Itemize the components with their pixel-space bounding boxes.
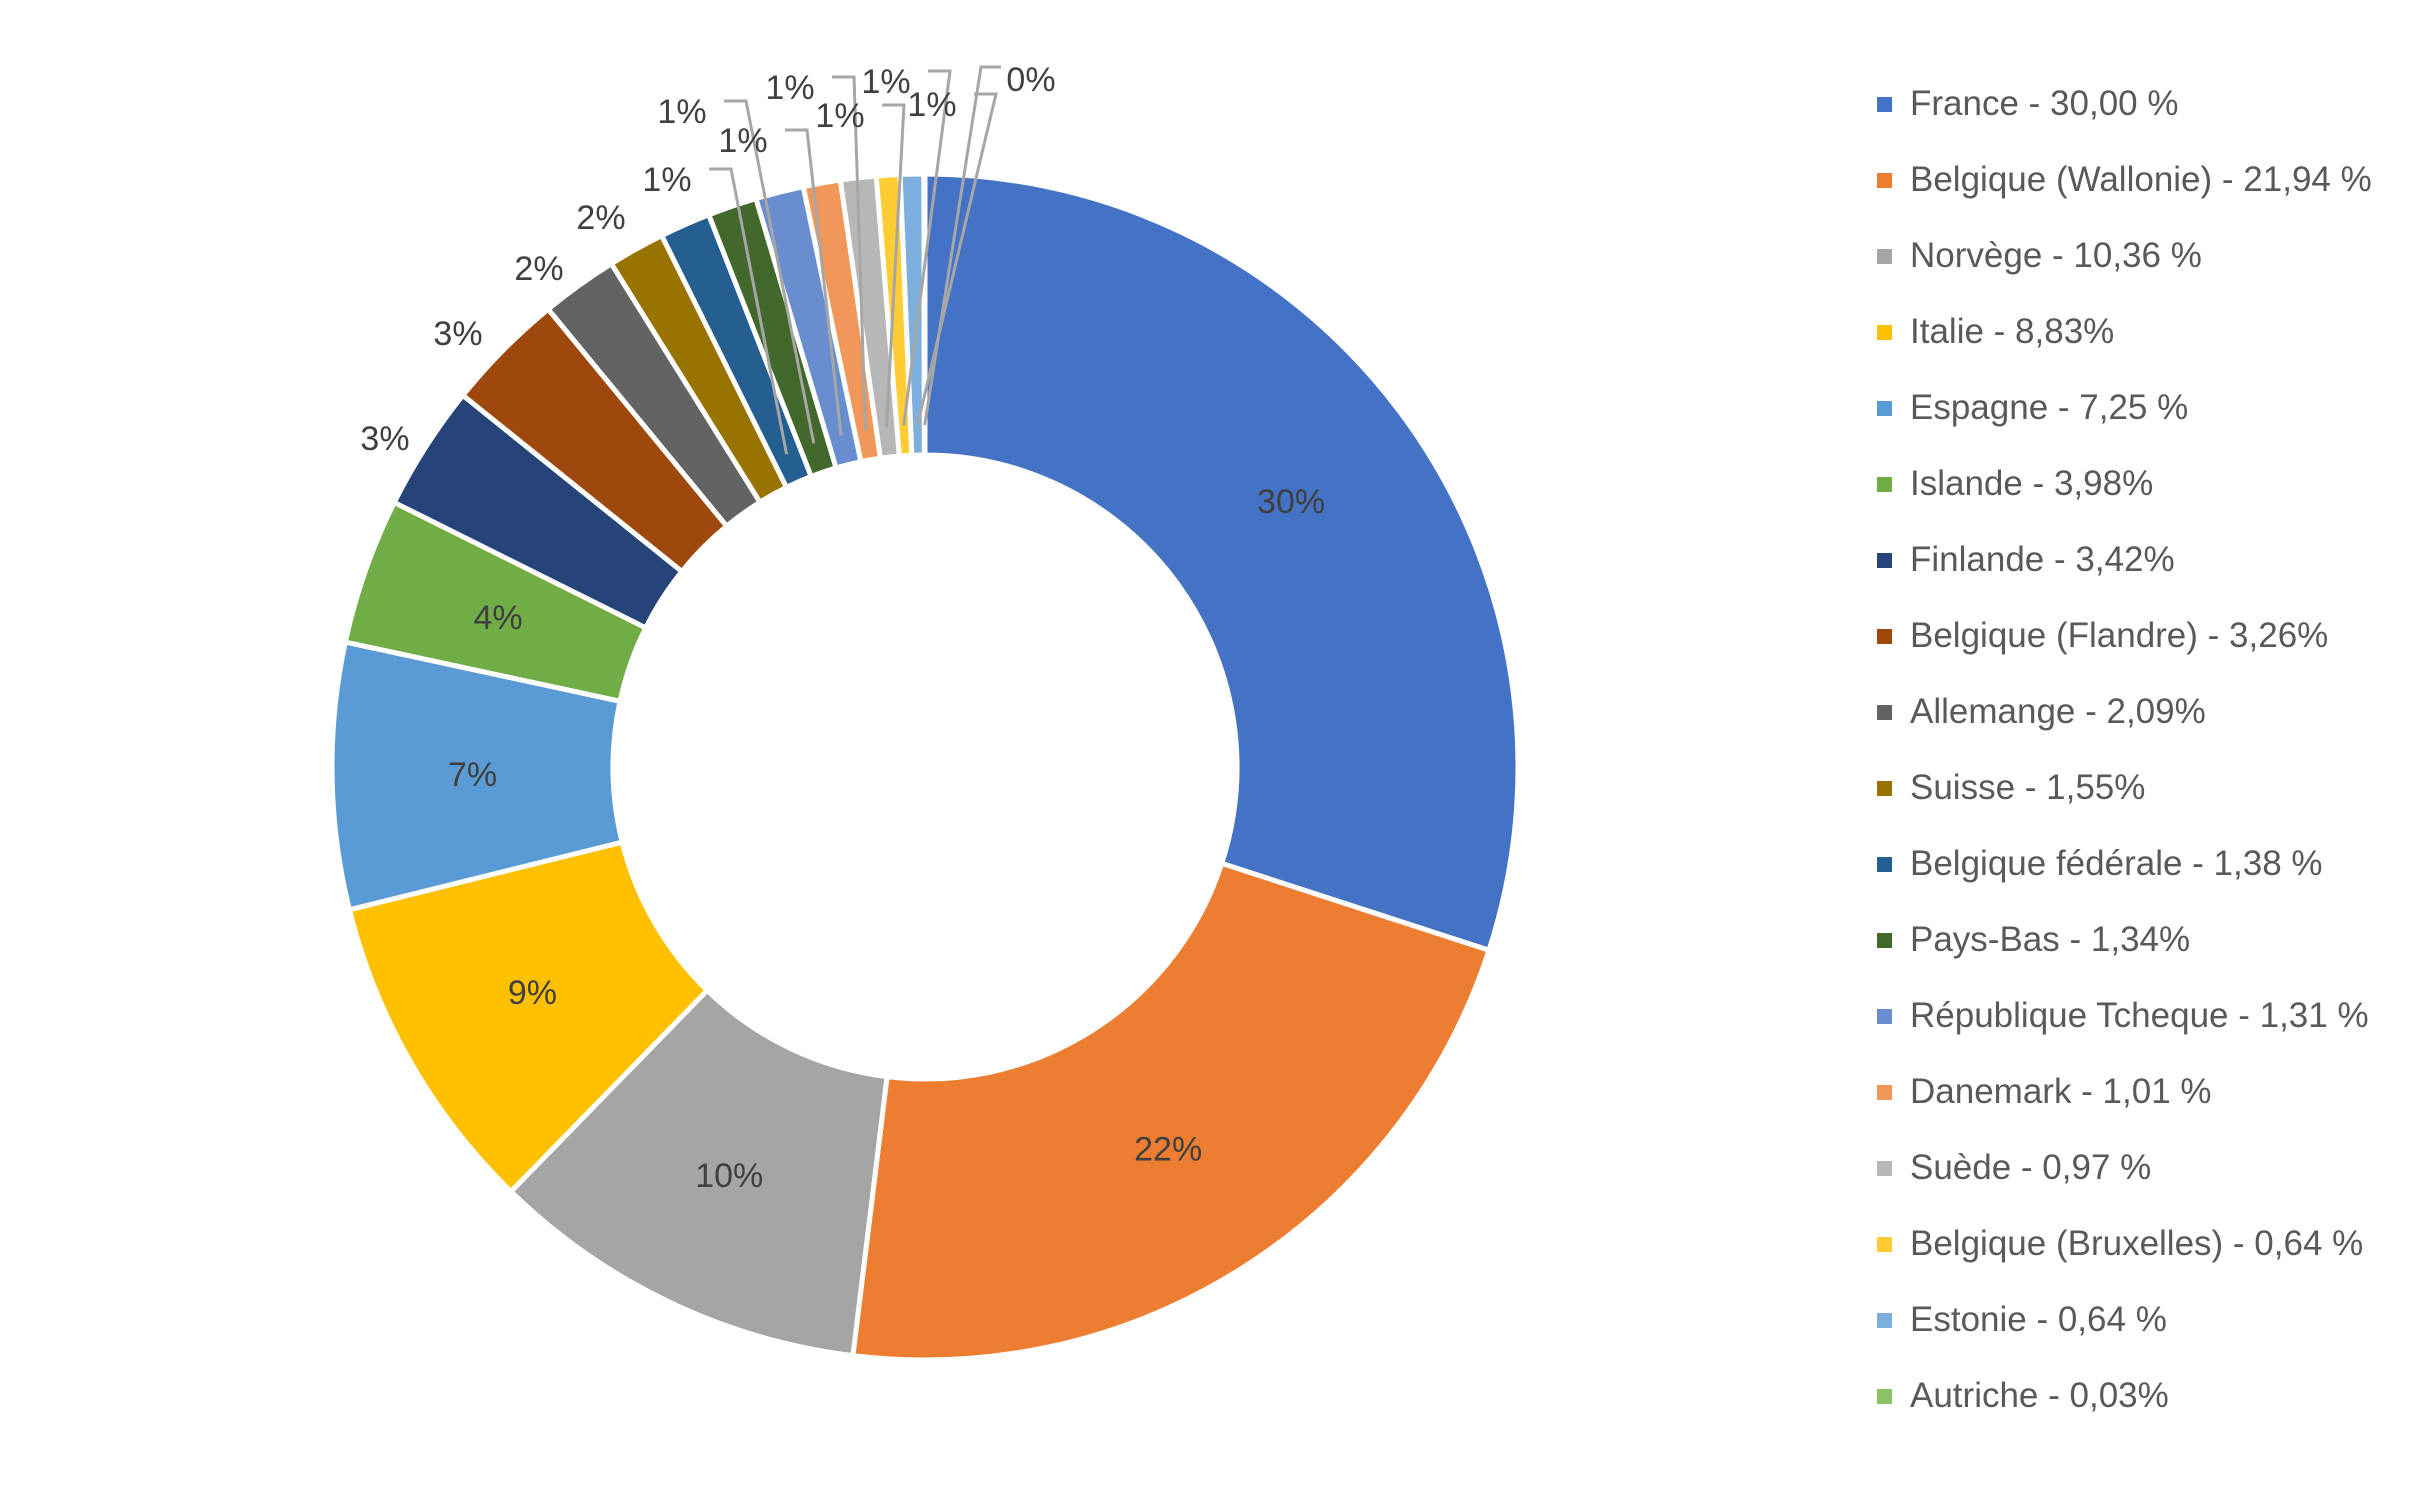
legend-swatch xyxy=(1877,1008,1892,1024)
legend-item: Allemange - 2,09% xyxy=(1877,674,2372,750)
legend-swatch xyxy=(1877,704,1892,720)
data-label: 1% xyxy=(657,93,706,131)
legend-swatch xyxy=(1877,96,1892,112)
leader-line xyxy=(882,103,906,428)
legend-item: Suède - 0,97 % xyxy=(1877,1130,2372,1206)
legend-item: Italie - 8,83% xyxy=(1877,294,2372,370)
legend-label: Belgique (Bruxelles) - 0,64 % xyxy=(1910,1224,2364,1263)
leader-line xyxy=(832,75,867,431)
slice-italie xyxy=(346,839,711,1196)
data-label: 1% xyxy=(815,97,864,135)
legend-swatch xyxy=(1877,628,1892,644)
legend-label: Finlande - 3,42% xyxy=(1910,540,2175,579)
legend-swatch xyxy=(1877,552,1892,568)
legend-label: Espagne - 7,25 % xyxy=(1910,388,2189,427)
legend-swatch xyxy=(1877,1388,1892,1404)
legend-item: Danemark - 1,01 % xyxy=(1877,1054,2372,1130)
legend-swatch xyxy=(1877,932,1892,948)
legend-item: Belgique (Wallonie) - 21,94 % xyxy=(1877,142,2372,218)
legend-item: Autriche - 0,03% xyxy=(1877,1358,2372,1434)
legend-item: Belgique (Flandre) - 3,26% xyxy=(1877,598,2372,674)
legend-label: Autriche - 0,03% xyxy=(1910,1376,2169,1415)
data-label: 10% xyxy=(695,1157,763,1195)
leader-line xyxy=(923,65,1001,426)
legend-label: Estonie - 0,64 % xyxy=(1910,1300,2167,1339)
data-label: 1% xyxy=(765,69,814,107)
data-label: 4% xyxy=(473,599,522,637)
legend-label: Norvège - 10,36 % xyxy=(1910,236,2202,275)
legend-label: Suisse - 1,55% xyxy=(1910,768,2146,807)
legend-label: Belgique (Flandre) - 3,26% xyxy=(1910,616,2329,655)
legend-item: Pays-Bas - 1,34% xyxy=(1877,902,2372,978)
legend-item: Belgique (Bruxelles) - 0,64 % xyxy=(1877,1206,2372,1282)
slice-autriche xyxy=(921,171,928,458)
legend-swatch xyxy=(1877,476,1892,492)
legend-swatch xyxy=(1877,1312,1892,1328)
legend-item: Belgique fédérale - 1,38 % xyxy=(1877,826,2372,902)
legend-label: Suède - 0,97 % xyxy=(1910,1148,2152,1187)
data-label: 0% xyxy=(1006,61,1055,99)
legend-item: Norvège - 10,36 % xyxy=(1877,218,2372,294)
legend-label: Danemark - 1,01 % xyxy=(1910,1072,2212,1111)
legend-swatch xyxy=(1877,1236,1892,1252)
legend-item: Estonie - 0,64 % xyxy=(1877,1282,2372,1358)
legend-item: Suisse - 1,55% xyxy=(1877,750,2372,826)
data-label: 9% xyxy=(508,974,557,1012)
legend-swatch xyxy=(1877,780,1892,796)
legend-label: République Tcheque - 1,31 % xyxy=(1910,996,2369,1035)
legend-label: Belgique (Wallonie) - 21,94 % xyxy=(1910,160,2372,199)
data-label: 3% xyxy=(360,420,409,458)
leader-line xyxy=(785,128,843,436)
legend-swatch xyxy=(1877,172,1892,188)
leader-line xyxy=(724,99,816,444)
data-label: 2% xyxy=(514,250,563,288)
legend-item: France - 30,00 % xyxy=(1877,66,2372,142)
data-label: 1% xyxy=(861,63,910,101)
legend-swatch xyxy=(1877,856,1892,872)
leader-line xyxy=(916,92,998,426)
data-label: 22% xyxy=(1134,1131,1202,1169)
slice-france xyxy=(922,171,1521,954)
data-label: 2% xyxy=(576,199,625,237)
legend-swatch xyxy=(1877,1160,1892,1176)
legend-swatch xyxy=(1877,324,1892,340)
data-label: 1% xyxy=(907,86,956,124)
leader-line xyxy=(709,167,789,455)
slice-norv-ge xyxy=(507,986,890,1359)
data-label: 1% xyxy=(718,122,767,160)
data-label: 30% xyxy=(1257,483,1325,521)
legend-item: République Tcheque - 1,31 % xyxy=(1877,978,2372,1054)
legend-label: Belgique fédérale - 1,38 % xyxy=(1910,844,2323,883)
legend-item: Finlande - 3,42% xyxy=(1877,522,2372,598)
slice-belgique-wallonie- xyxy=(850,860,1493,1363)
legend-label: Pays-Bas - 1,34% xyxy=(1910,920,2191,959)
data-label: 3% xyxy=(433,315,482,353)
legend-item: Islande - 3,98% xyxy=(1877,446,2372,522)
data-label: 1% xyxy=(642,161,691,199)
leader-line xyxy=(902,69,952,426)
legend-label: Italie - 8,83% xyxy=(1910,312,2115,351)
legend-item: Espagne - 7,25 % xyxy=(1877,370,2372,446)
legend-swatch xyxy=(1877,1084,1892,1100)
legend-swatch xyxy=(1877,248,1892,264)
legend-swatch xyxy=(1877,400,1892,416)
data-label: 7% xyxy=(448,756,497,794)
legend-label: Islande - 3,98% xyxy=(1910,464,2154,503)
legend-label: France - 30,00 % xyxy=(1910,84,2179,123)
chart-legend: France - 30,00 % Belgique (Wallonie) - 21… xyxy=(1877,66,2372,1434)
legend-label: Allemange - 2,09% xyxy=(1910,692,2206,731)
